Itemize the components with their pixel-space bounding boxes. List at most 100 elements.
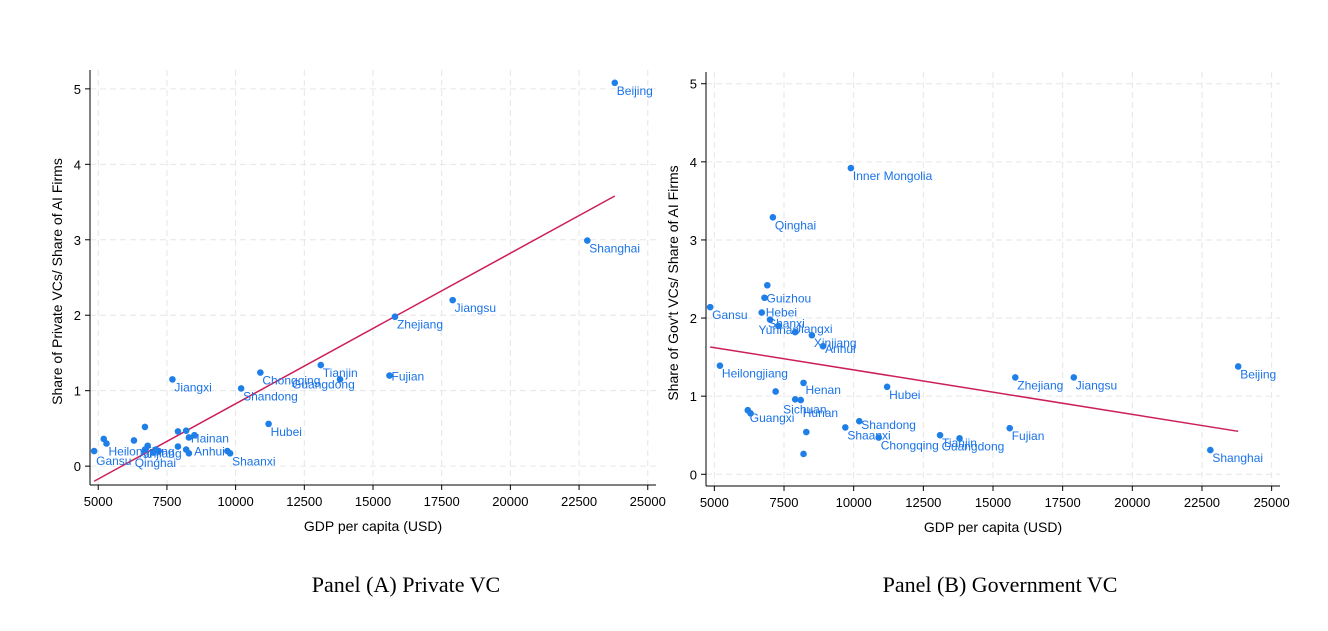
data-point (803, 428, 810, 436)
y-tick-label: 0 (74, 459, 81, 474)
point-label: Gansu (96, 454, 131, 468)
point-label: Jiangxi (174, 380, 211, 394)
data-point (747, 410, 754, 417)
x-tick-label: 5000 (700, 495, 729, 510)
point-label: Qinghai (775, 218, 816, 232)
data-point (237, 385, 245, 392)
panel-a-chart: 0 1 2 3 4 5 5000 7500 10000 12500 15000 17500 20000 2… (49, 70, 666, 534)
x-tick-label: 7500 (152, 494, 181, 509)
x-axis-title: GDP per capita (USD) (304, 518, 442, 534)
x-tick-label: 5000 (84, 494, 113, 509)
data-point (772, 388, 779, 395)
x-tick-label: 15000 (975, 495, 1011, 510)
data-point (847, 164, 855, 172)
x-tick-label: 12500 (286, 494, 322, 509)
point-label: Beijing (1240, 367, 1276, 381)
point-label: Tianjin (942, 436, 977, 450)
point-label: Chongqing (881, 439, 939, 453)
point-label: Inner Mongolia (853, 169, 933, 183)
point-label: Jiangsu (455, 301, 496, 315)
point-label: Beijing (617, 84, 653, 98)
data-point (265, 420, 272, 428)
data-point (791, 395, 799, 403)
data-point (174, 428, 182, 435)
x-tick-label: 22500 (561, 494, 597, 509)
x-tick-label: 25000 (630, 494, 666, 509)
point-label: Hubei (889, 388, 920, 402)
y-tick-label: 4 (690, 155, 697, 170)
y-tick-label: 5 (74, 82, 81, 97)
data-point (855, 417, 863, 425)
data-point (808, 331, 816, 339)
fitted-line (93, 195, 616, 482)
data-point (174, 443, 182, 450)
point-label: Qinghai (135, 456, 176, 470)
x-tick-label: 12500 (905, 495, 941, 510)
x-tick-label: 25000 (1254, 495, 1290, 510)
point-label: Guangdong (292, 377, 355, 391)
point-label: Hubei (271, 425, 302, 439)
data-point (152, 446, 160, 453)
point-label: Sichuan (783, 402, 826, 416)
point-label: Heilongjiang (722, 367, 788, 381)
point-label: Zhejiang (397, 318, 443, 332)
x-tick-label: 20000 (1114, 495, 1150, 510)
y-tick-label: 5 (690, 77, 697, 92)
point-label: Fujian (1012, 429, 1045, 443)
point-label: Hunan (803, 406, 838, 420)
point-label: Hebei (766, 306, 797, 320)
data-point (1011, 374, 1019, 381)
fitted-line (710, 346, 1239, 433)
data-point (775, 322, 782, 330)
data-point (386, 372, 393, 379)
data-point (584, 237, 591, 244)
data-point (800, 450, 807, 458)
point-label: Chongqing (262, 374, 320, 388)
data-point (936, 431, 944, 439)
y-tick-label: 2 (690, 311, 697, 326)
x-tick-label: 7500 (770, 495, 799, 510)
data-point (185, 434, 193, 441)
data-point (797, 396, 805, 404)
point-label: Shanghai (589, 242, 640, 256)
y-tick-label: 3 (690, 233, 697, 248)
data-point (1234, 363, 1242, 370)
data-point (842, 424, 849, 431)
data-point (883, 383, 891, 391)
data-point (761, 294, 768, 302)
point-label: Jiangxi (795, 322, 832, 336)
data-point (611, 79, 619, 87)
point-label: Fujian (391, 370, 424, 384)
data-point (956, 435, 963, 442)
data-point (100, 435, 108, 443)
data-point (764, 281, 771, 289)
point-label: Shanghai (1212, 451, 1263, 465)
data-point (224, 447, 231, 455)
x-tick-label: 20000 (492, 494, 528, 509)
data-point (169, 376, 176, 383)
data-point (716, 362, 724, 370)
point-label: Xinjiang (139, 447, 182, 461)
data-point (90, 447, 98, 455)
panel-a-title: Panel (A) Private VC (311, 572, 501, 597)
y-tick-label: 2 (74, 308, 81, 323)
data-point (791, 328, 799, 336)
data-point (766, 316, 774, 323)
point-label: Shandong (861, 418, 916, 432)
data-point (144, 442, 151, 450)
data-point (449, 296, 456, 304)
data-point (1207, 446, 1214, 454)
data-point (391, 313, 399, 321)
point-label: Hainan (191, 431, 229, 445)
data-point (706, 303, 714, 311)
data-point (317, 361, 325, 369)
point-label: Henan (806, 383, 841, 397)
y-axis-title: Share of Gov't VCs/ Share of AI Firms (665, 165, 681, 400)
data-point (336, 376, 344, 383)
y-axis-title: Share of Private VCs/ Share of AI Firms (49, 158, 65, 405)
x-tick-label: 17500 (424, 494, 460, 509)
point-label: Yunnan (758, 323, 799, 337)
x-tick-label: 10000 (218, 494, 254, 509)
y-tick-label: 4 (74, 157, 81, 172)
point-label: Tianjin (323, 366, 358, 380)
